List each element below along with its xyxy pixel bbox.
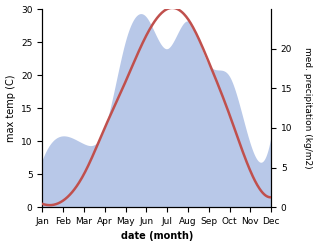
Y-axis label: max temp (C): max temp (C) <box>5 74 16 142</box>
Y-axis label: med. precipitation (kg/m2): med. precipitation (kg/m2) <box>303 47 313 169</box>
X-axis label: date (month): date (month) <box>121 231 193 242</box>
